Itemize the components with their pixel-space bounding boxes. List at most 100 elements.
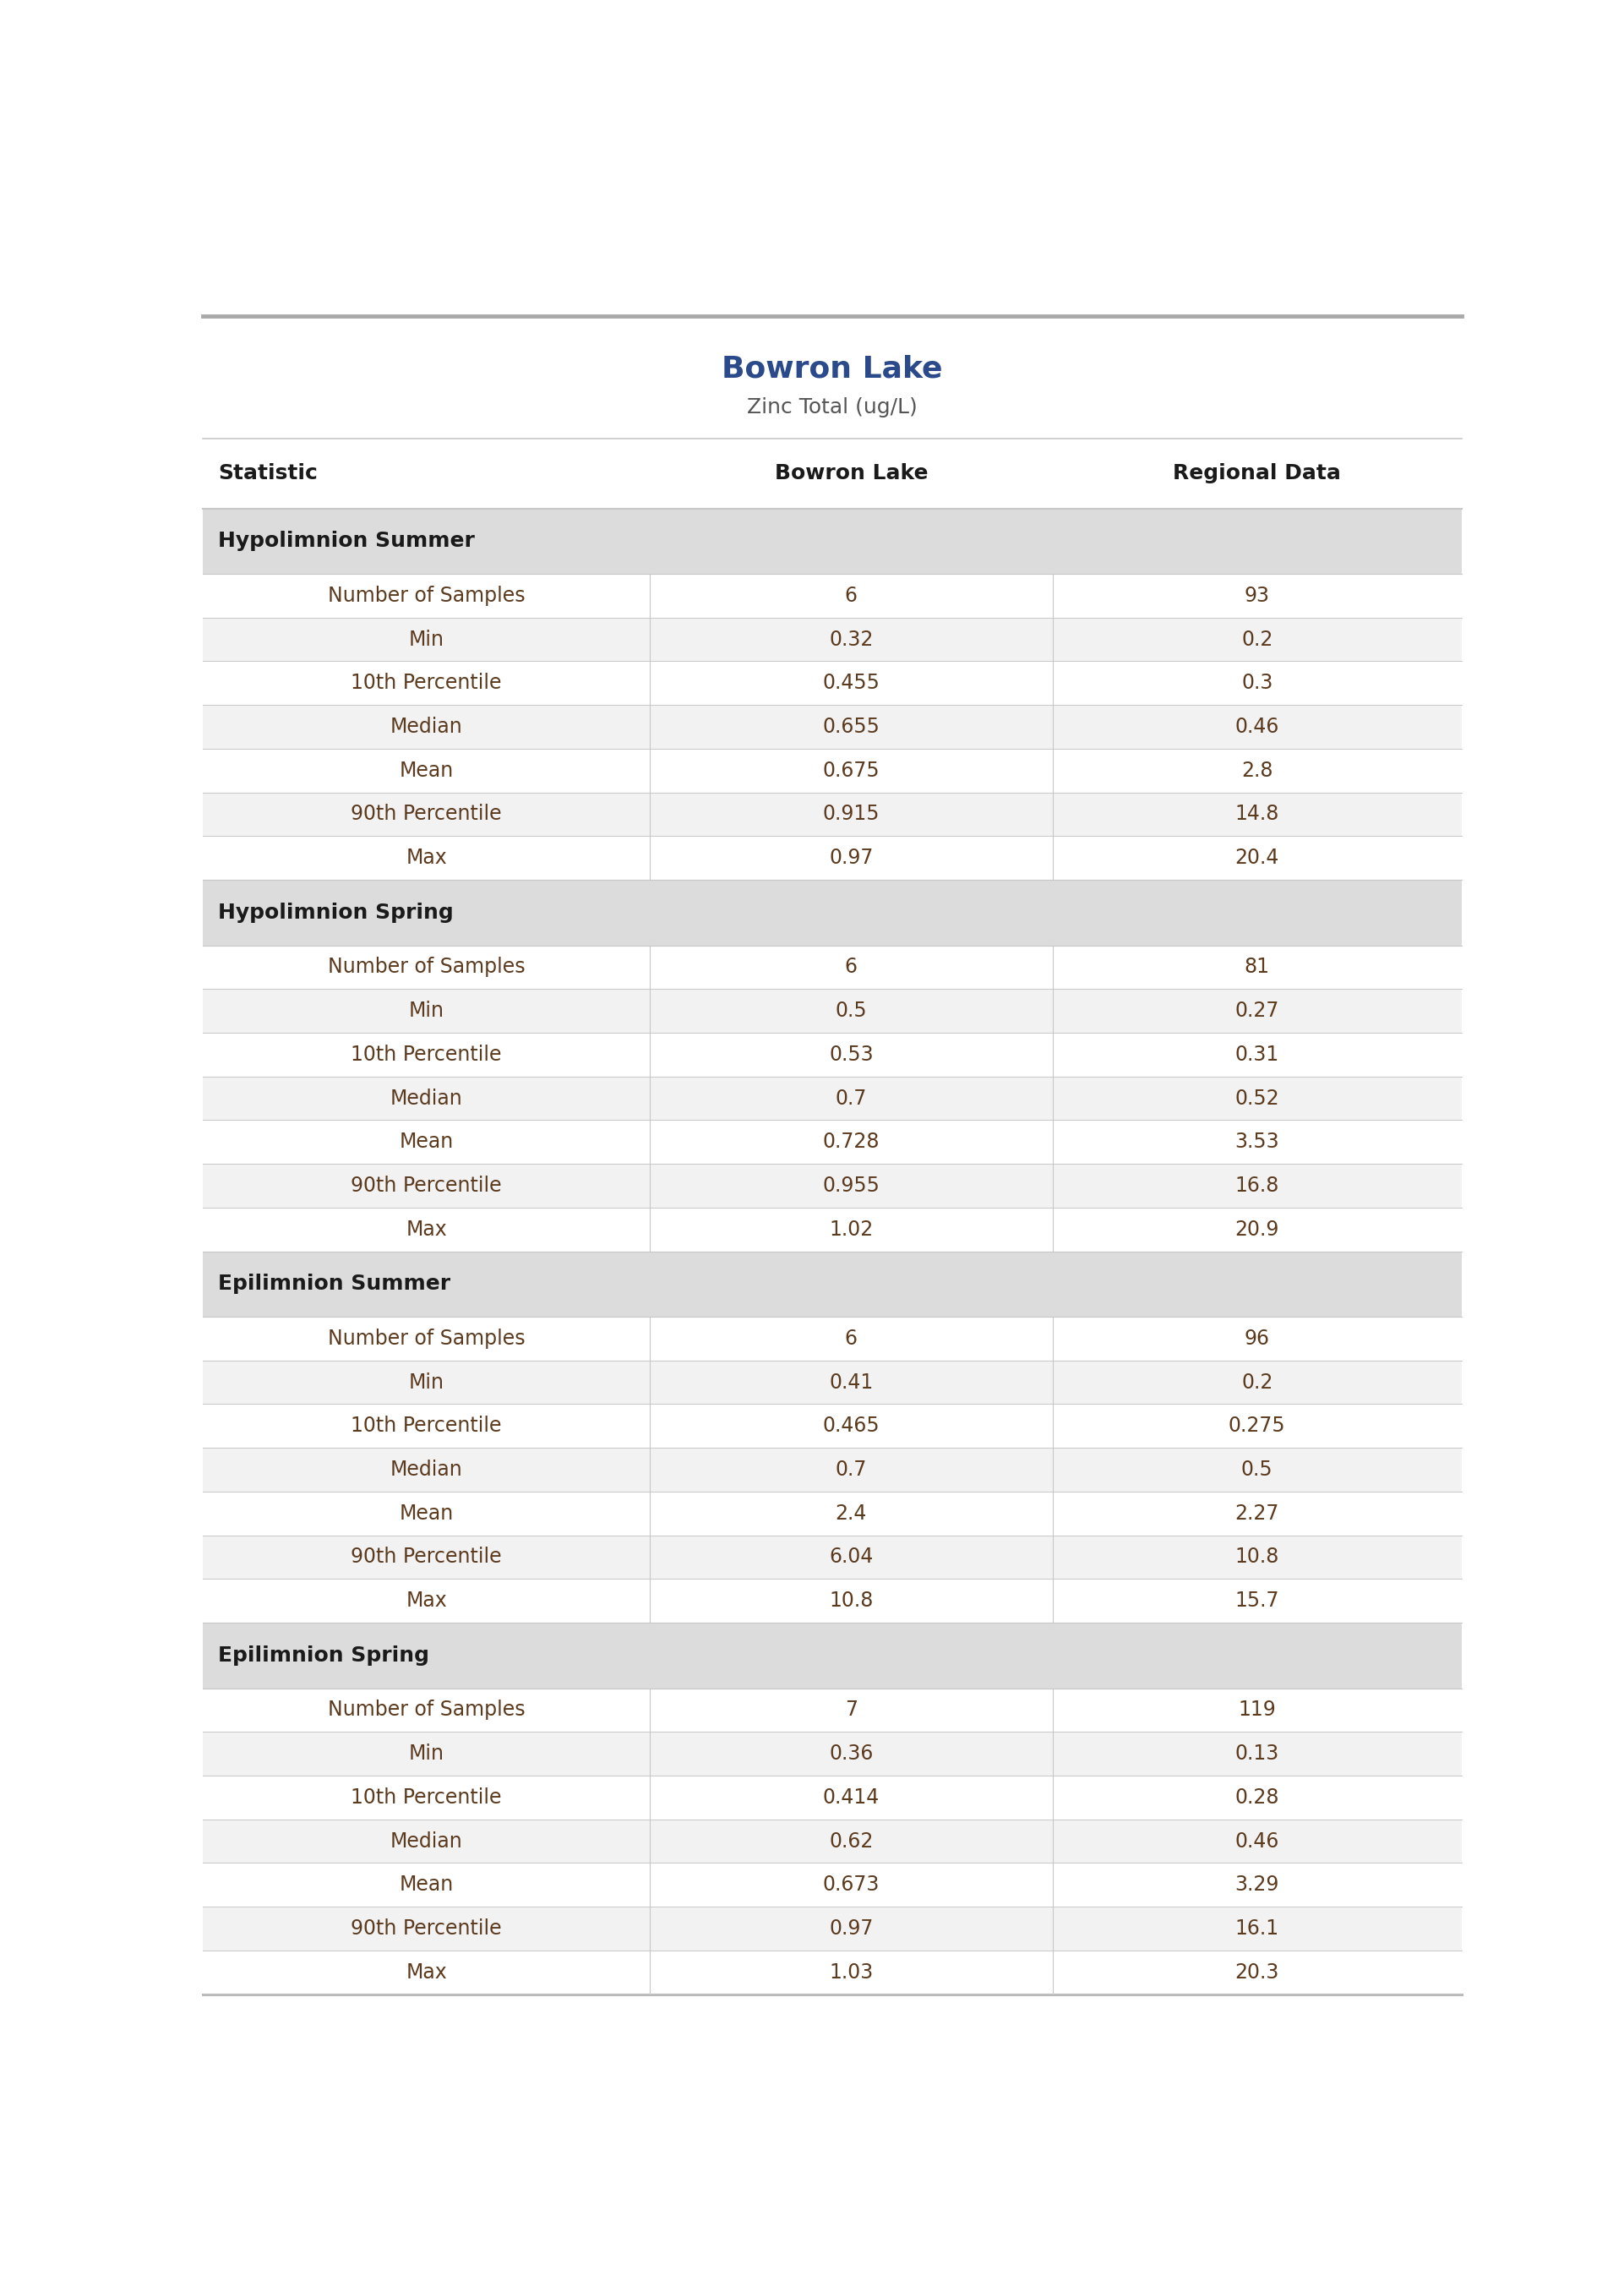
Text: Min: Min bbox=[409, 1743, 443, 1764]
Text: 0.5: 0.5 bbox=[835, 1001, 867, 1022]
Bar bbox=[203, 1033, 1462, 1076]
Text: Median: Median bbox=[390, 1460, 463, 1480]
Text: Number of Samples: Number of Samples bbox=[328, 586, 525, 606]
Text: 16.8: 16.8 bbox=[1234, 1176, 1280, 1196]
Text: Median: Median bbox=[390, 1087, 463, 1108]
Bar bbox=[203, 1775, 1462, 1818]
Bar bbox=[203, 1360, 1462, 1405]
Text: 20.9: 20.9 bbox=[1234, 1219, 1280, 1239]
Text: Median: Median bbox=[390, 1832, 463, 1852]
Text: Zinc Total (ug/L): Zinc Total (ug/L) bbox=[747, 397, 918, 418]
Text: Max: Max bbox=[406, 847, 447, 867]
Bar bbox=[203, 706, 1462, 749]
Text: Min: Min bbox=[409, 1001, 443, 1022]
Bar bbox=[203, 617, 1462, 661]
Text: Number of Samples: Number of Samples bbox=[328, 958, 525, 978]
Text: 3.29: 3.29 bbox=[1234, 1875, 1280, 1895]
Text: Hypolimnion Spring: Hypolimnion Spring bbox=[218, 903, 453, 922]
Text: 3.53: 3.53 bbox=[1234, 1133, 1280, 1153]
Text: Number of Samples: Number of Samples bbox=[328, 1700, 525, 1721]
Bar bbox=[203, 1491, 1462, 1535]
Text: 0.3: 0.3 bbox=[1241, 672, 1273, 692]
Text: 119: 119 bbox=[1237, 1700, 1276, 1721]
Bar bbox=[203, 1076, 1462, 1119]
Text: Mean: Mean bbox=[400, 760, 453, 781]
Bar bbox=[203, 574, 1462, 617]
Bar bbox=[203, 1689, 1462, 1732]
Text: 10th Percentile: 10th Percentile bbox=[351, 672, 502, 692]
Text: Max: Max bbox=[406, 1219, 447, 1239]
Bar bbox=[203, 1623, 1462, 1689]
Text: 90th Percentile: 90th Percentile bbox=[351, 1918, 502, 1939]
Bar bbox=[203, 1535, 1462, 1580]
Bar bbox=[203, 1907, 1462, 1950]
Bar bbox=[203, 508, 1462, 574]
Text: 1.02: 1.02 bbox=[830, 1219, 874, 1239]
Text: 10.8: 10.8 bbox=[1234, 1546, 1280, 1566]
Bar bbox=[203, 1950, 1462, 1993]
Text: 0.53: 0.53 bbox=[828, 1044, 874, 1065]
Bar bbox=[203, 881, 1462, 944]
Text: Epilimnion Spring: Epilimnion Spring bbox=[218, 1646, 429, 1666]
Text: 10th Percentile: 10th Percentile bbox=[351, 1044, 502, 1065]
Text: 0.955: 0.955 bbox=[822, 1176, 880, 1196]
Bar bbox=[203, 1580, 1462, 1623]
Text: Bowron Lake: Bowron Lake bbox=[775, 463, 927, 484]
Text: Mean: Mean bbox=[400, 1875, 453, 1895]
Bar bbox=[203, 1165, 1462, 1208]
Text: 0.414: 0.414 bbox=[823, 1786, 880, 1807]
Text: 10th Percentile: 10th Percentile bbox=[351, 1786, 502, 1807]
Text: 0.32: 0.32 bbox=[828, 629, 874, 649]
Text: 0.27: 0.27 bbox=[1234, 1001, 1280, 1022]
Text: 0.52: 0.52 bbox=[1234, 1087, 1280, 1108]
Text: Hypolimnion Summer: Hypolimnion Summer bbox=[218, 531, 474, 552]
Text: 0.36: 0.36 bbox=[828, 1743, 874, 1764]
Text: Bowron Lake: Bowron Lake bbox=[721, 354, 944, 384]
Bar bbox=[203, 1119, 1462, 1165]
Text: 93: 93 bbox=[1244, 586, 1270, 606]
Text: 0.5: 0.5 bbox=[1241, 1460, 1273, 1480]
Bar bbox=[203, 792, 1462, 835]
Text: 10th Percentile: 10th Percentile bbox=[351, 1416, 502, 1437]
Bar bbox=[203, 1732, 1462, 1775]
Text: 0.465: 0.465 bbox=[823, 1416, 880, 1437]
Text: 14.8: 14.8 bbox=[1234, 804, 1280, 824]
Text: 7: 7 bbox=[844, 1700, 857, 1721]
Text: 2.8: 2.8 bbox=[1241, 760, 1273, 781]
Text: 0.28: 0.28 bbox=[1234, 1786, 1280, 1807]
Bar bbox=[203, 835, 1462, 881]
Bar bbox=[203, 1251, 1462, 1317]
Text: 0.46: 0.46 bbox=[1234, 717, 1280, 738]
Text: Epilimnion Summer: Epilimnion Summer bbox=[218, 1273, 450, 1294]
Text: 0.675: 0.675 bbox=[823, 760, 880, 781]
Text: 96: 96 bbox=[1244, 1328, 1270, 1348]
Text: Min: Min bbox=[409, 629, 443, 649]
Text: 0.7: 0.7 bbox=[835, 1087, 867, 1108]
Text: 16.1: 16.1 bbox=[1236, 1918, 1280, 1939]
Bar bbox=[203, 1317, 1462, 1360]
Text: Max: Max bbox=[406, 1961, 447, 1982]
Text: Min: Min bbox=[409, 1371, 443, 1392]
Bar bbox=[203, 1864, 1462, 1907]
Bar bbox=[203, 1818, 1462, 1864]
Text: 6: 6 bbox=[844, 1328, 857, 1348]
Bar bbox=[203, 1405, 1462, 1448]
Text: 0.13: 0.13 bbox=[1234, 1743, 1280, 1764]
Text: 0.41: 0.41 bbox=[830, 1371, 874, 1392]
Text: 0.2: 0.2 bbox=[1241, 629, 1273, 649]
Bar bbox=[203, 990, 1462, 1033]
Text: Mean: Mean bbox=[400, 1503, 453, 1523]
Text: Statistic: Statistic bbox=[218, 463, 318, 484]
Text: 0.275: 0.275 bbox=[1228, 1416, 1286, 1437]
Text: 0.97: 0.97 bbox=[828, 1918, 874, 1939]
Bar bbox=[203, 1208, 1462, 1251]
Text: 0.46: 0.46 bbox=[1234, 1832, 1280, 1852]
Text: 0.2: 0.2 bbox=[1241, 1371, 1273, 1392]
Text: 0.728: 0.728 bbox=[823, 1133, 880, 1153]
Text: 0.455: 0.455 bbox=[822, 672, 880, 692]
Bar bbox=[203, 1448, 1462, 1491]
Text: 90th Percentile: 90th Percentile bbox=[351, 1176, 502, 1196]
Text: Regional Data: Regional Data bbox=[1173, 463, 1341, 484]
Text: 6: 6 bbox=[844, 586, 857, 606]
Text: 2.27: 2.27 bbox=[1234, 1503, 1280, 1523]
